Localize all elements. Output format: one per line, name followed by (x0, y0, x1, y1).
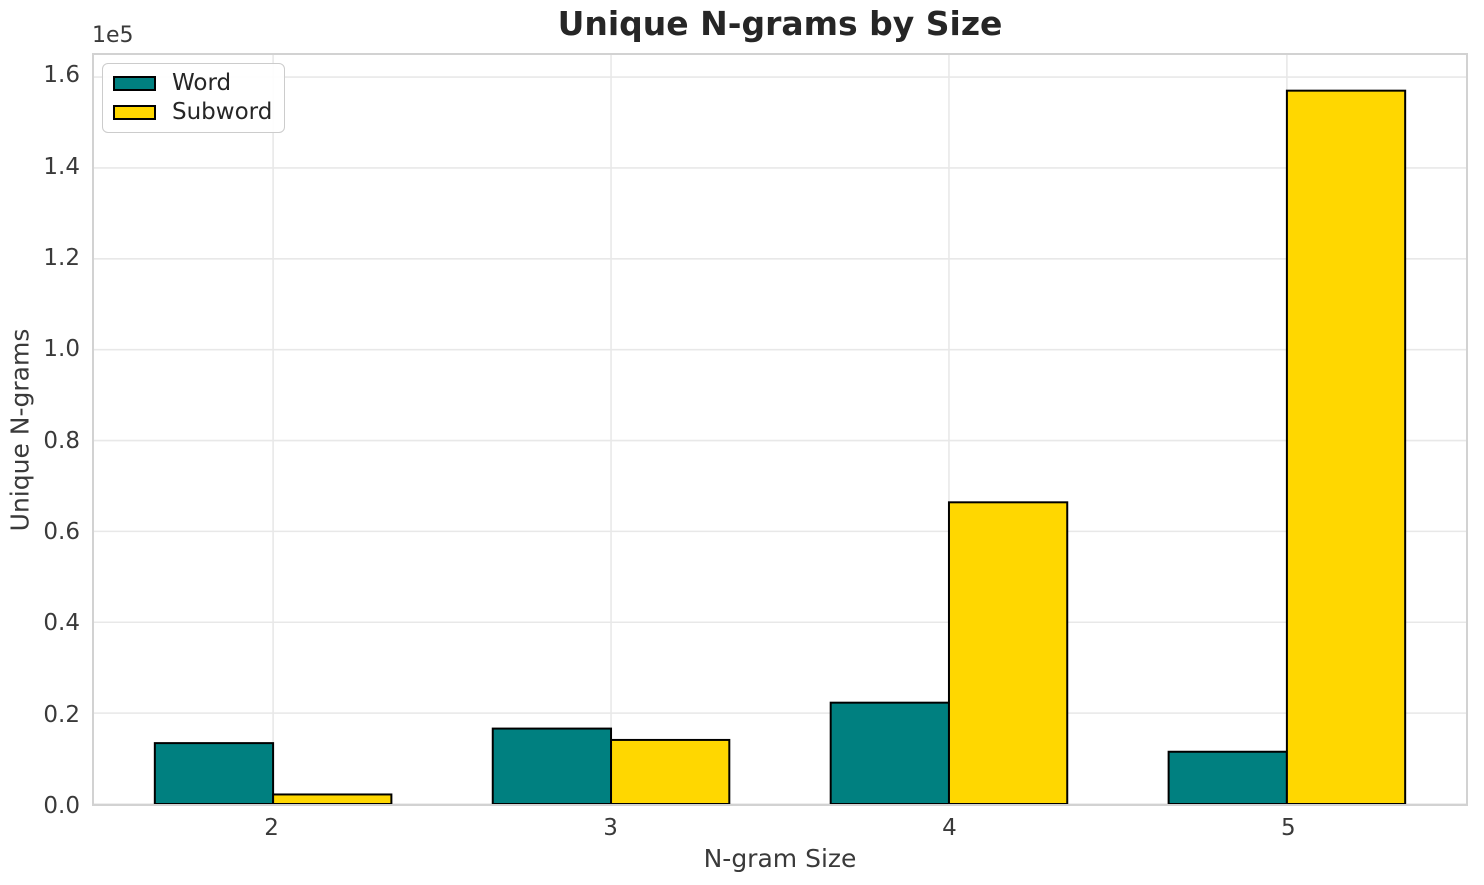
legend: Word Subword (102, 63, 286, 133)
y-tick-label: 0.0 (43, 793, 80, 819)
bar-subword-3 (610, 738, 731, 804)
legend-label-word: Word (172, 70, 232, 96)
y-tick-label: 1.2 (43, 244, 80, 271)
bar-word-2 (153, 742, 275, 804)
plot-area: Word Subword (92, 53, 1468, 806)
legend-item-subword: Subword (113, 98, 272, 127)
x-tick-label: 4 (942, 815, 957, 841)
x-tick-label: 5 (1281, 815, 1296, 841)
y-tick-label: 1.4 (43, 153, 80, 180)
x-tick-label: 2 (264, 815, 279, 841)
legend-swatch-subword (113, 105, 156, 120)
bar-subword-5 (1285, 89, 1407, 804)
bar-word-3 (491, 727, 613, 804)
x-tick-label: 3 (603, 815, 618, 841)
y-tick-label: 1.0 (43, 336, 80, 363)
legend-item-word: Word (113, 69, 272, 98)
y-tick-label: 1.6 (43, 62, 80, 89)
chart-title: Unique N-grams by Size (557, 4, 1003, 43)
legend-label-subword: Subword (172, 99, 273, 125)
bars-canvas (94, 55, 1466, 804)
bar-subword-2 (272, 793, 393, 804)
bar-word-5 (1167, 750, 1288, 804)
y-axis-offset-label: 1e5 (92, 23, 134, 48)
legend-swatch-word (113, 76, 156, 91)
y-tick-label: 0.8 (43, 427, 80, 454)
y-tick-label: 0.6 (43, 518, 80, 545)
x-axis-label: N-gram Size (703, 844, 857, 873)
bar-word-4 (829, 701, 950, 804)
y-tick-label: 0.4 (43, 610, 80, 637)
bar-subword-4 (947, 501, 1069, 804)
y-tick-label: 0.2 (43, 701, 80, 728)
